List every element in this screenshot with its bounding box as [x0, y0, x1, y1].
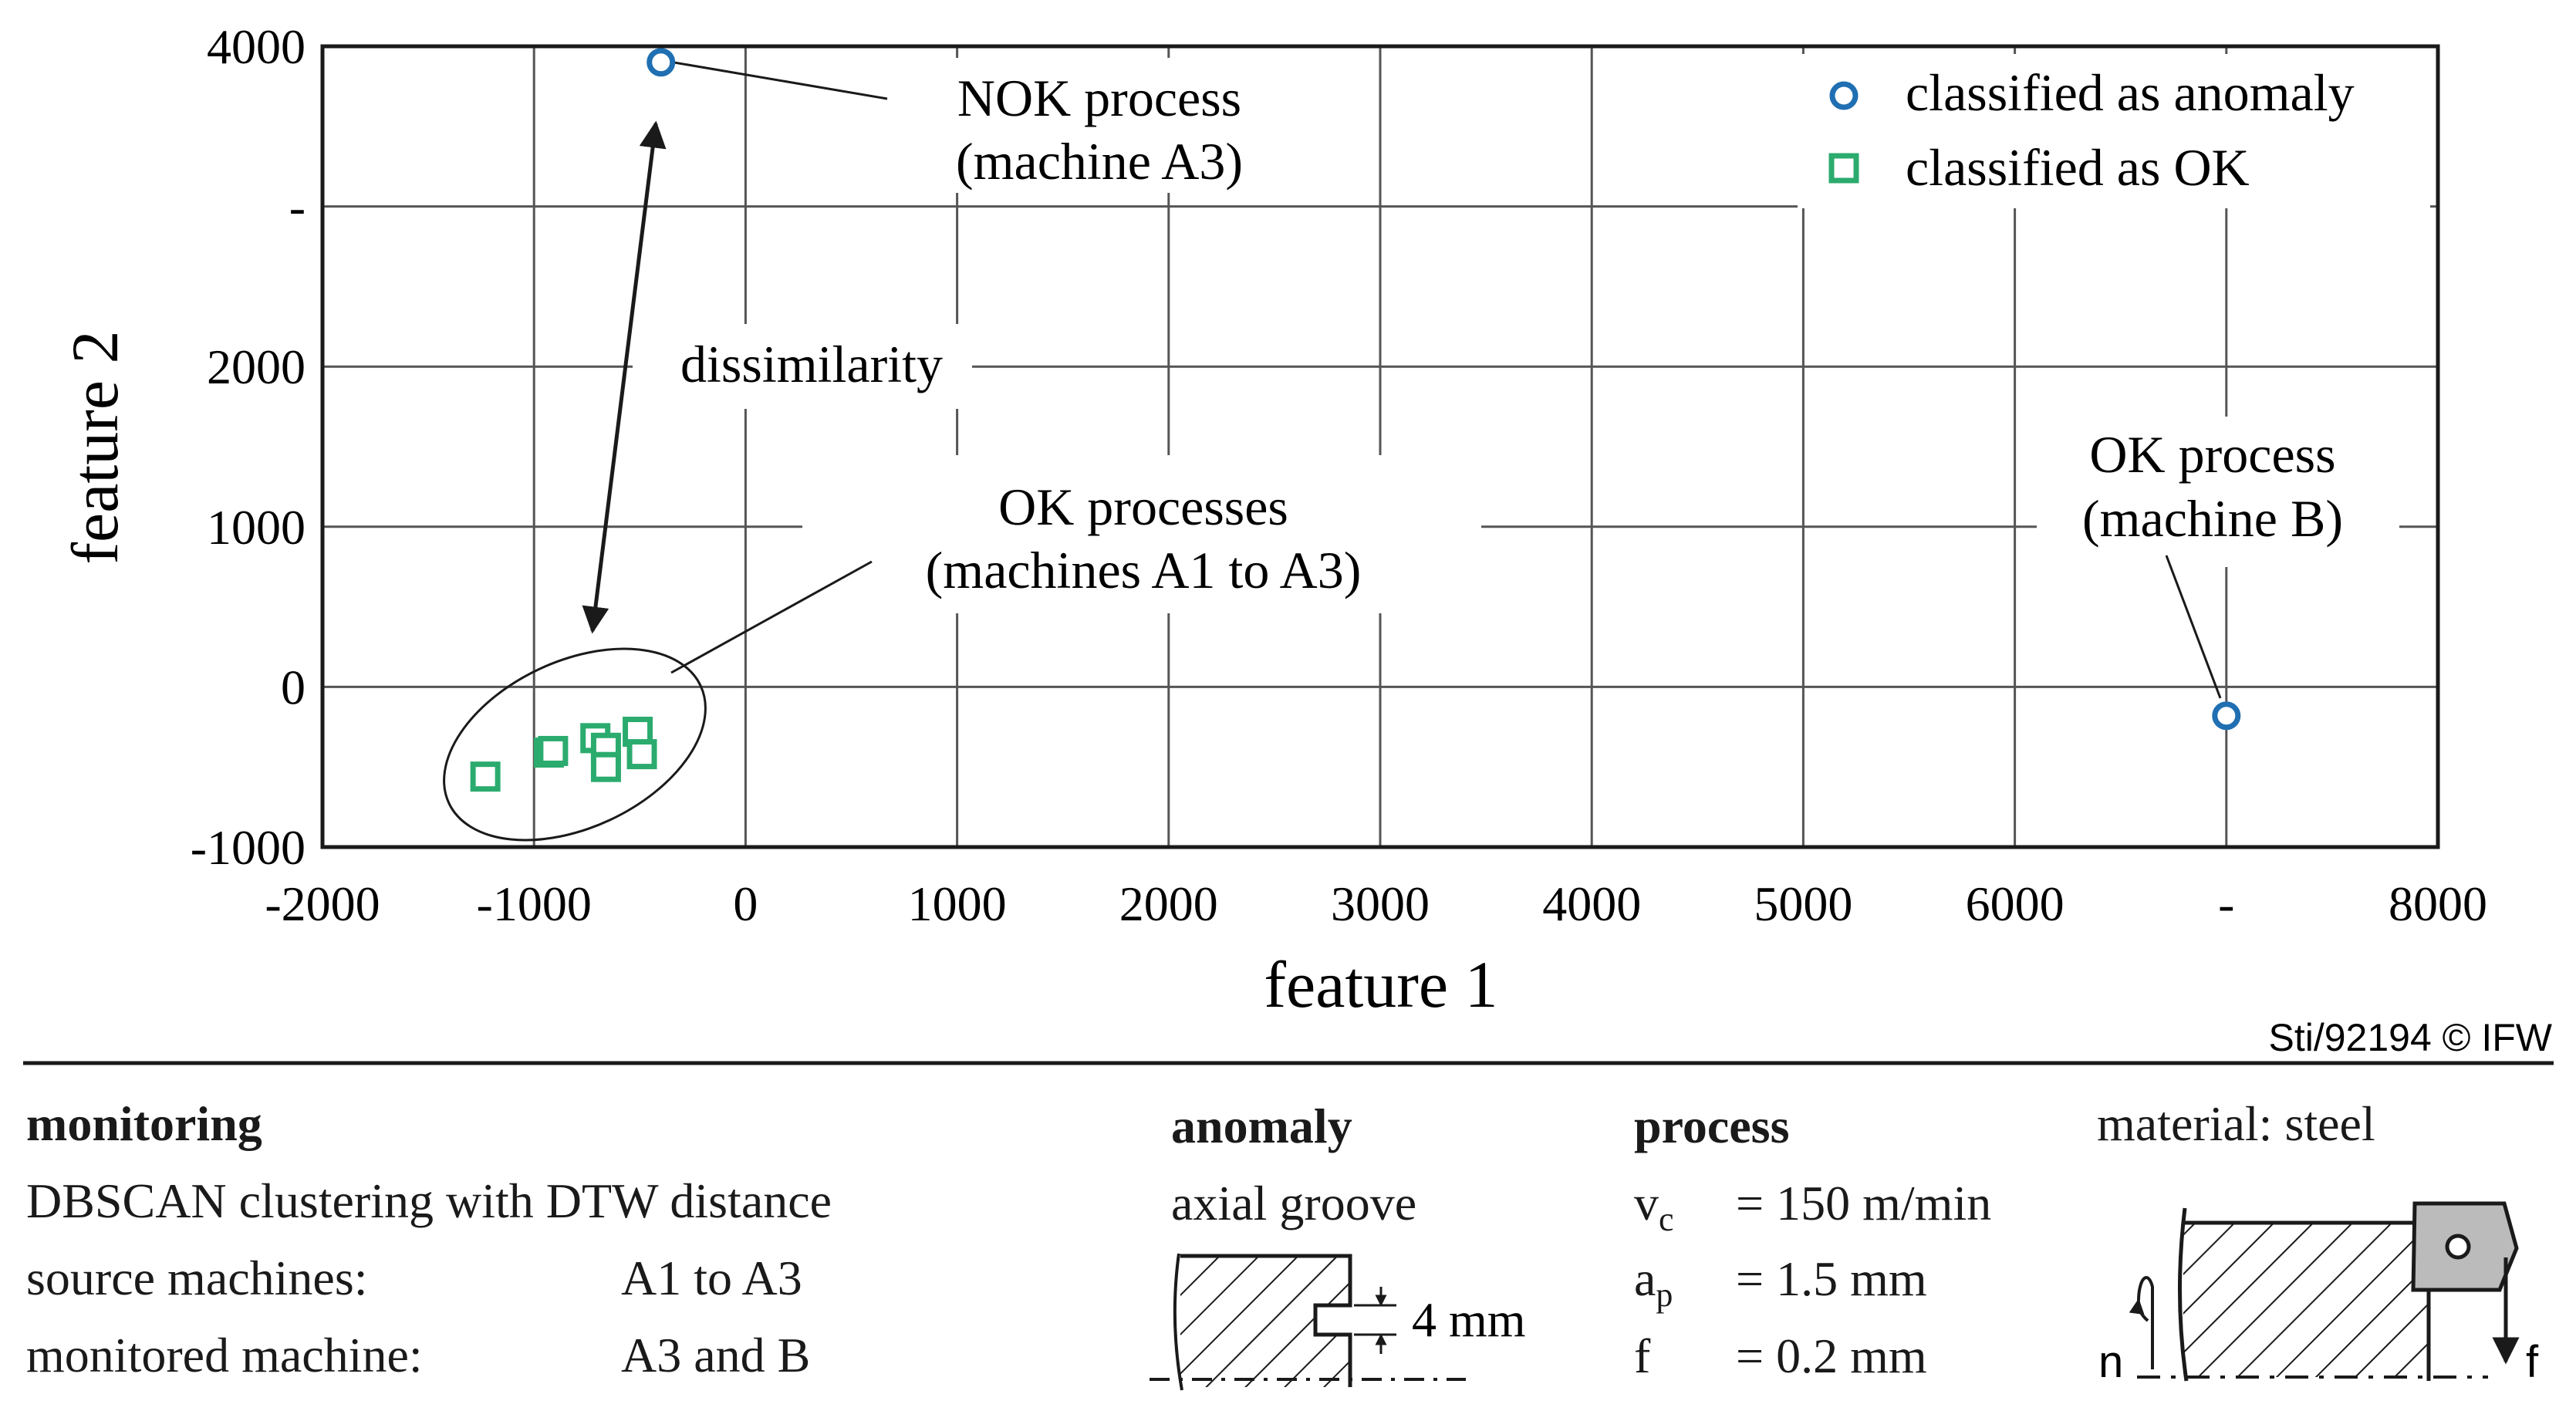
feed-value: = 0.2 mm [1736, 1328, 1927, 1383]
cutting-speed-v: v [1634, 1176, 1659, 1230]
x-tick-label: -2000 [265, 876, 380, 931]
y-tick-labels: -1000 0 1000 2000 - 4000 [191, 19, 306, 875]
annotation-bg-nok [910, 58, 1304, 193]
monitored-machine-label: monitored machine: [26, 1328, 423, 1382]
data-points [470, 48, 2241, 792]
ok-cluster-ellipse [443, 647, 707, 842]
anomaly-point [647, 48, 676, 77]
y-tick-label: -1000 [191, 820, 306, 875]
plot-frame [320, 44, 2440, 849]
x-tick-label: - [2218, 876, 2234, 931]
monitoring-method: DBSCAN clustering with DTW distance [26, 1173, 832, 1228]
source-machines-label: source machines: [26, 1251, 368, 1305]
x-tick-label: -1000 [477, 876, 592, 931]
legend-anomaly-label: classified as anomaly [1906, 63, 2355, 122]
ok-b-annotation-line1: OK process [2089, 425, 2335, 484]
legend-box [1798, 54, 2430, 208]
dissimilarity-arrow [582, 120, 667, 634]
depth-of-cut-symbol: ap [1634, 1254, 1673, 1312]
ok-point [470, 761, 501, 792]
nok-leader-line [669, 60, 888, 100]
annotation-bg-dissimilarity [633, 324, 972, 409]
material-label: material: steel [2097, 1096, 2375, 1151]
monitored-machine-value: A3 and B [621, 1328, 811, 1382]
ok-group-annotation-line1: OK processes [998, 478, 1288, 536]
y-tick-label: 0 [281, 660, 306, 714]
dissimilarity-annotation: dissimilarity [680, 335, 943, 393]
cutting-speed-symbol: vc [1634, 1179, 1674, 1237]
anomaly-heading: anomaly [1171, 1099, 1352, 1153]
depth-of-cut-value: = 1.5 mm [1736, 1251, 1927, 1306]
ok-b-annotation-line2: (machine B) [2082, 489, 2343, 548]
nok-annotation-line1: NOK process [957, 69, 1241, 127]
y-tick-label: 4000 [207, 19, 306, 74]
groove-depth-label: 4 mm [1412, 1292, 1526, 1347]
y-axis-label: feature 2 [58, 330, 132, 564]
x-tick-label: 2000 [1119, 876, 1218, 931]
x-tick-label: 1000 [908, 876, 1007, 931]
feed-symbol: f [1634, 1328, 1651, 1383]
copyright-text: Sti/92194 © IFW [2268, 1016, 2552, 1059]
spindle-speed-label: n [2098, 1337, 2123, 1387]
x-tick-label: 8000 [2389, 876, 2487, 931]
monitoring-heading: monitoring [26, 1096, 262, 1151]
legend-anomaly-marker [1829, 81, 1859, 110]
feed-direction-label: f [2526, 1337, 2539, 1387]
y-tick-label: 1000 [207, 500, 306, 555]
nok-annotation-line2: (machine A3) [956, 132, 1243, 191]
source-machines-value: A1 to A3 [621, 1251, 802, 1305]
x-axis-label: feature 1 [1264, 947, 1497, 1021]
turning-process-sketch [2129, 1201, 2520, 1382]
ok-group-annotation-line2: (machines A1 to A3) [926, 541, 1362, 599]
ok-b-leader-line [2165, 555, 2222, 699]
x-tick-label: 6000 [1966, 876, 2065, 931]
y-tick-label: - [289, 180, 306, 235]
ok-group-leader-line [670, 560, 873, 674]
x-tick-label: 5000 [1754, 876, 1852, 931]
annotation-bg-ok-b [2037, 417, 2399, 567]
legend-ok-marker [1828, 153, 1859, 184]
anomaly-point [2212, 701, 2241, 731]
process-heading: process [1634, 1099, 1790, 1153]
y-tick-label: 2000 [207, 339, 306, 394]
x-tick-label: 4000 [1542, 876, 1641, 931]
ok-point [626, 739, 657, 770]
cutting-speed-sub: c [1659, 1200, 1674, 1238]
ok-point [538, 735, 569, 766]
x-tick-labels: -2000 -1000 0 1000 2000 3000 4000 5000 6000 - 8000 [265, 876, 2487, 931]
depth-of-cut-sub: p [1656, 1275, 1673, 1314]
x-tick-label: 0 [733, 876, 758, 931]
cutting-speed-value: = 150 m/min [1736, 1176, 1992, 1230]
x-tick-label: 3000 [1331, 876, 1430, 931]
anomaly-type: axial groove [1171, 1176, 1417, 1230]
legend-ok-label: classified as OK [1906, 138, 2250, 197]
axial-groove-sketch [1150, 1253, 1466, 1391]
depth-of-cut-a: a [1634, 1251, 1656, 1306]
annotation-bg-ok-group [802, 455, 1481, 613]
ok-point [590, 751, 621, 782]
